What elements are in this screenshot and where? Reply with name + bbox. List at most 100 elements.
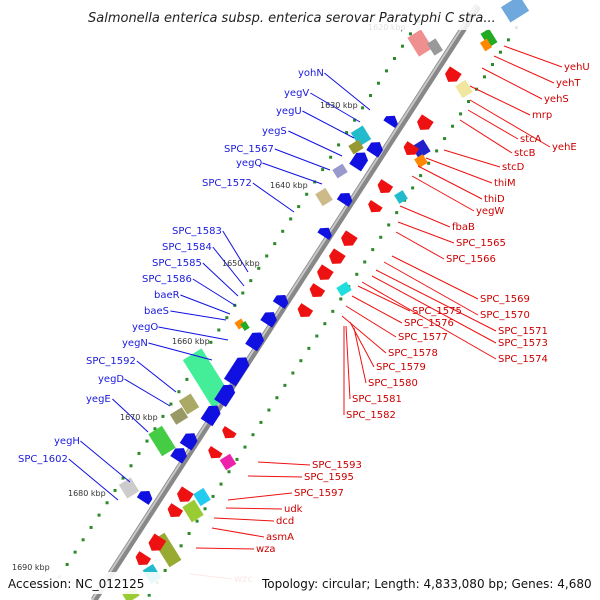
- forward-gene-arrow: [136, 490, 153, 505]
- reverse-gene-arrow: [445, 66, 462, 82]
- gene-label: SPC_1581: [352, 394, 402, 405]
- gene-label: SPC_1570: [480, 310, 530, 321]
- forward-gene-arrow: [383, 115, 398, 129]
- gene-label: SPC_1577: [398, 332, 448, 343]
- forward-gene-arrow: [317, 227, 332, 241]
- gene-label: fbaB: [452, 222, 475, 233]
- genome-summary-text: Topology: circular; Length: 4,833,080 bp…: [261, 577, 592, 591]
- reverse-gene-arrow: [297, 303, 314, 318]
- gene-label: SPC_1574: [498, 354, 548, 365]
- gene-label: yehT: [556, 78, 581, 89]
- forward-strand-genes: [136, 115, 398, 505]
- gene-label: SPC_1567: [224, 144, 274, 155]
- gene-label: wza: [256, 544, 276, 555]
- gene-label: SPC_1579: [376, 362, 426, 373]
- gene-label: thiM: [494, 178, 516, 189]
- reverse-gene-arrow: [167, 503, 184, 518]
- forward-gene-arrow: [272, 294, 289, 309]
- gene-label: baeR: [154, 290, 180, 301]
- gene-label: SPC_1575: [412, 306, 462, 317]
- gene-label: SPC_1592: [86, 356, 136, 367]
- forward-gene-arrow: [260, 312, 277, 328]
- gene-label: SPC_1584: [162, 242, 212, 253]
- gene-label: mrp: [532, 110, 552, 121]
- gene-label: yegQ: [236, 158, 262, 169]
- reverse-strand-genes: [135, 66, 462, 566]
- gc-track-inner: [49, 20, 420, 591]
- kbp-tick-label: 1640 kbp: [270, 181, 308, 190]
- forward-gene-arrow: [214, 384, 236, 408]
- map-title: Salmonella enterica subsp. enterica sero…: [88, 11, 496, 26]
- forward-gene-arrow: [349, 152, 369, 172]
- forward-gene-arrow: [223, 357, 250, 387]
- kbp-tick-label: 1630 kbp: [320, 101, 358, 110]
- gene-label: stcA: [520, 134, 542, 145]
- label-connectors: [68, 45, 563, 580]
- forward-gene-arrow: [336, 192, 353, 207]
- reverse-gene-arrow: [317, 264, 334, 280]
- gene-label: yohN: [298, 68, 324, 79]
- gene-label: yegE: [86, 394, 111, 405]
- forward-gene-arrow: [170, 448, 187, 464]
- gene-label: SPC_1576: [404, 318, 454, 329]
- reverse-gene-arrow: [403, 141, 420, 156]
- gene-label: SPC_1569: [480, 294, 530, 305]
- gene-label: SPC_1580: [368, 378, 418, 389]
- gene-label: yegU: [276, 106, 302, 117]
- gene-label: SPC_1572: [202, 178, 252, 189]
- reverse-gene-arrow: [222, 425, 237, 439]
- reverse-gene-arrow: [177, 486, 194, 502]
- gene-labels: yohN yegV yegU yegS SPC_1567 yegQ SPC_1572 SPC_…: [18, 62, 590, 585]
- gene-label: yegD: [98, 374, 124, 385]
- gene-label: SPC_1582: [346, 410, 396, 421]
- gene-label: stcD: [502, 162, 525, 173]
- gene-label: asmA: [266, 532, 294, 543]
- gene-label: SPC_1602: [18, 454, 68, 465]
- gene-label: SPC_1565: [456, 238, 506, 249]
- gene-label: SPC_1573: [498, 338, 548, 349]
- reverse-gene-arrow: [309, 283, 326, 298]
- gene-label: yegH: [54, 436, 80, 447]
- kbp-tick-label: 1660 kbp: [172, 337, 210, 346]
- reverse-gene-arrow: [135, 551, 152, 566]
- gene-label: yegS: [262, 126, 287, 137]
- kbp-tick-label: 1680 kbp: [68, 489, 106, 498]
- gene-label: SPC_1585: [152, 258, 202, 269]
- accession-text: Accession: NC_012125: [8, 577, 144, 591]
- reverse-gene-arrow: [148, 533, 167, 551]
- gene-label: SPC_1583: [172, 226, 222, 237]
- forward-gene-arrow: [366, 142, 383, 158]
- forward-gene-arrow: [245, 332, 265, 352]
- gene-label: yehU: [564, 62, 590, 73]
- gene-label: yegO: [132, 322, 158, 333]
- kbp-tick-label: 1650 kbp: [222, 259, 260, 268]
- reverse-gene-arrow: [329, 248, 346, 264]
- gene-label: yegN: [122, 338, 148, 349]
- kbp-tick-label: 1670 kbp: [120, 413, 158, 422]
- gene-label: dcd: [276, 516, 294, 527]
- gene-label: baeS: [144, 306, 169, 317]
- gene-label: yegW: [476, 206, 504, 217]
- gene-label: SPC_1595: [304, 472, 354, 483]
- gene-label: SPC_1597: [294, 488, 344, 499]
- kbp-tick-label: 1690 kbp: [12, 563, 50, 572]
- gene-label: yehE: [552, 142, 577, 153]
- forward-gene-arrow: [179, 433, 198, 451]
- gene-label: yegV: [284, 88, 309, 99]
- reverse-gene-arrow: [341, 230, 358, 246]
- gene-label: yehS: [544, 94, 569, 105]
- gc-track-outer: [147, 26, 518, 597]
- gene-label: SPC_1578: [388, 348, 438, 359]
- gene-label: stcB: [514, 148, 536, 159]
- gene-label: SPC_1586: [142, 274, 192, 285]
- reverse-gene-arrow: [208, 445, 223, 459]
- gene-label: SPC_1571: [498, 326, 548, 337]
- gene-label: SPC_1566: [446, 254, 496, 265]
- reverse-gene-arrow: [377, 179, 394, 194]
- gene-label: SPC_1593: [312, 460, 362, 471]
- gene-label: thiD: [484, 194, 505, 205]
- reverse-gene-arrow: [368, 199, 383, 213]
- reverse-gene-arrow: [417, 114, 434, 130]
